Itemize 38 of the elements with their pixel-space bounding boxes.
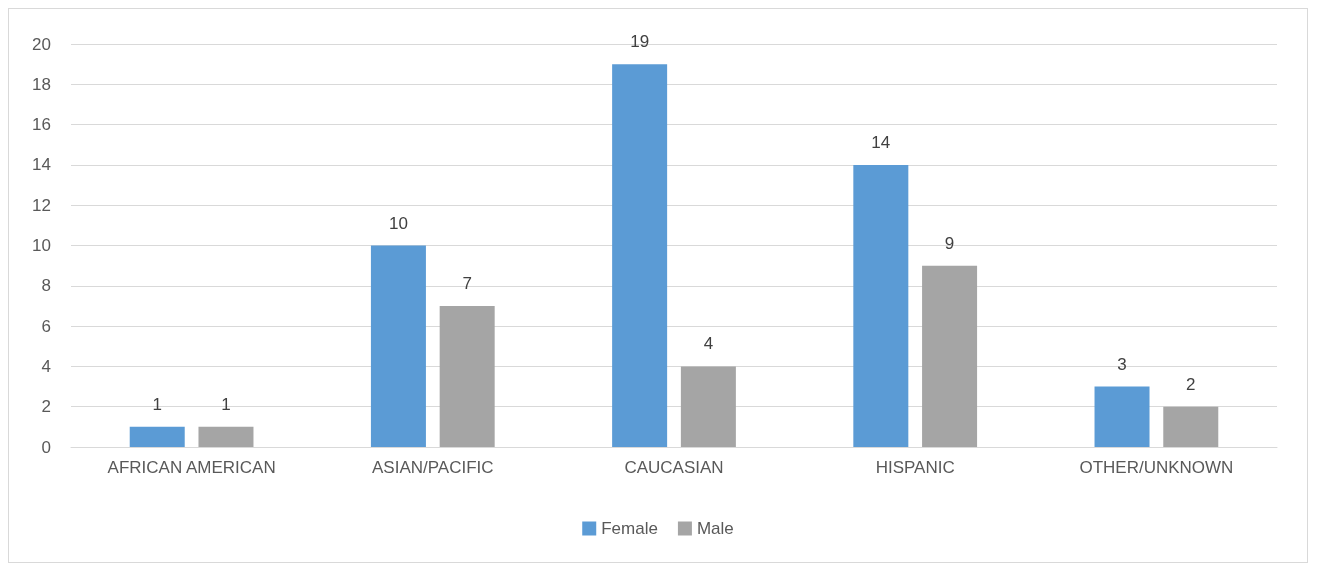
- bar: [198, 426, 254, 447]
- x-tick-label: AFRICAN AMERICAN: [107, 458, 276, 477]
- data-label: 14: [871, 132, 891, 152]
- y-tick-label: 8: [41, 276, 51, 296]
- bar: [439, 305, 495, 447]
- bar: [922, 265, 978, 447]
- y-tick-label: 10: [32, 236, 51, 255]
- x-tick-label: HISPANIC: [875, 458, 955, 477]
- legend-label: Female: [601, 519, 658, 538]
- legend-label: Male: [696, 519, 734, 538]
- data-label: 2: [1186, 374, 1196, 394]
- data-label: 19: [630, 32, 650, 52]
- data-label: 7: [462, 273, 472, 293]
- bar: [680, 366, 736, 447]
- y-tick-label: 6: [41, 316, 51, 336]
- data-label: 9: [944, 233, 955, 253]
- data-label: 4: [703, 334, 714, 354]
- y-tick-label: 12: [32, 195, 51, 215]
- bar: [853, 164, 909, 447]
- y-tick-label: 18: [32, 74, 51, 94]
- data-label: 1: [221, 394, 231, 414]
- bar: [370, 245, 426, 447]
- y-tick-label: 2: [41, 397, 51, 417]
- y-tick-label: 16: [32, 115, 51, 135]
- y-tick-label: 0: [41, 437, 51, 457]
- bar: [1163, 406, 1219, 447]
- x-tick-label: CAUCASIAN: [624, 458, 724, 477]
- x-tick-label: OTHER/UNKNOWN: [1079, 458, 1234, 477]
- y-tick-label: 20: [32, 34, 51, 54]
- bar: [129, 426, 185, 447]
- data-label: 10: [388, 213, 408, 233]
- y-tick-label: 4: [41, 356, 51, 376]
- x-tick-label: ASIAN/PACIFIC: [372, 458, 494, 477]
- data-label: 3: [1117, 354, 1127, 374]
- y-tick-label: 14: [32, 155, 51, 175]
- bar: [1094, 386, 1150, 447]
- bar: [612, 64, 668, 447]
- data-label: 1: [152, 394, 162, 414]
